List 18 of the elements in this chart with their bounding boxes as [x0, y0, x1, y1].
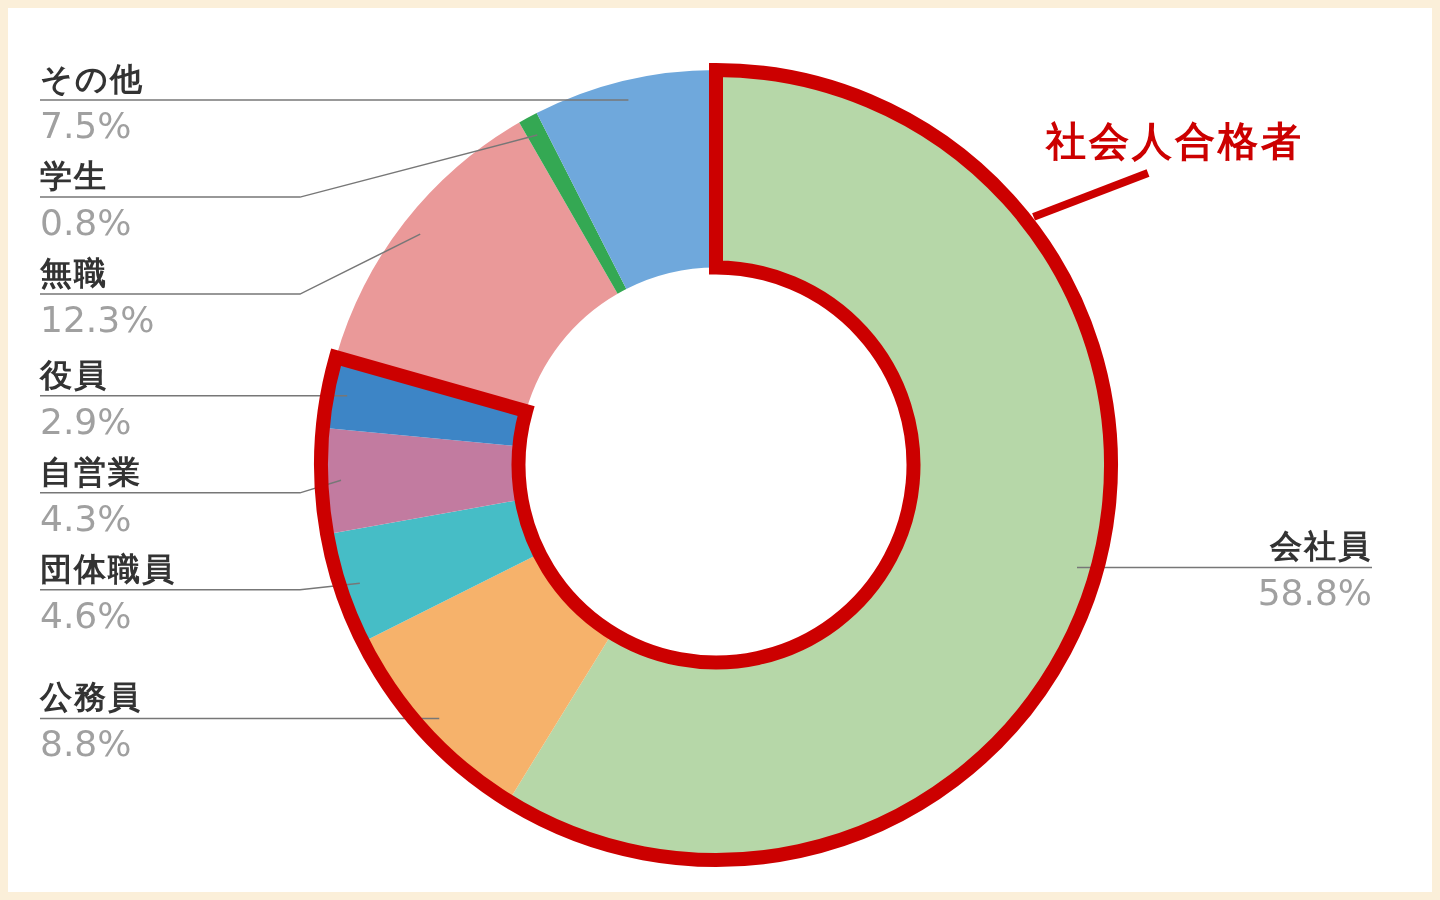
donut-slice: [519, 113, 627, 294]
slice-label: 公務員: [39, 678, 142, 717]
text: 社会人合格者: [1045, 118, 1304, 164]
data-label: 58.8%: [1257, 572, 1372, 614]
data-label: 0.8%: [40, 202, 132, 244]
slice-label: 団体職員: [40, 549, 176, 588]
data-label: 7.5%: [40, 105, 132, 147]
slice-label: 自営業: [40, 452, 142, 491]
data-label: 2.9%: [40, 400, 132, 442]
data-label: 4.3%: [40, 497, 132, 539]
slice-label: 会社員: [1269, 527, 1372, 566]
data-label: 4.6%: [40, 594, 132, 636]
data-label: 8.8%: [40, 723, 132, 765]
slice-label: 無職: [39, 254, 108, 293]
slice-label: 役員: [39, 355, 108, 394]
data-label: 12.3%: [40, 299, 155, 341]
slice-label: 学生: [40, 157, 108, 196]
slice-label: その他: [40, 60, 144, 99]
